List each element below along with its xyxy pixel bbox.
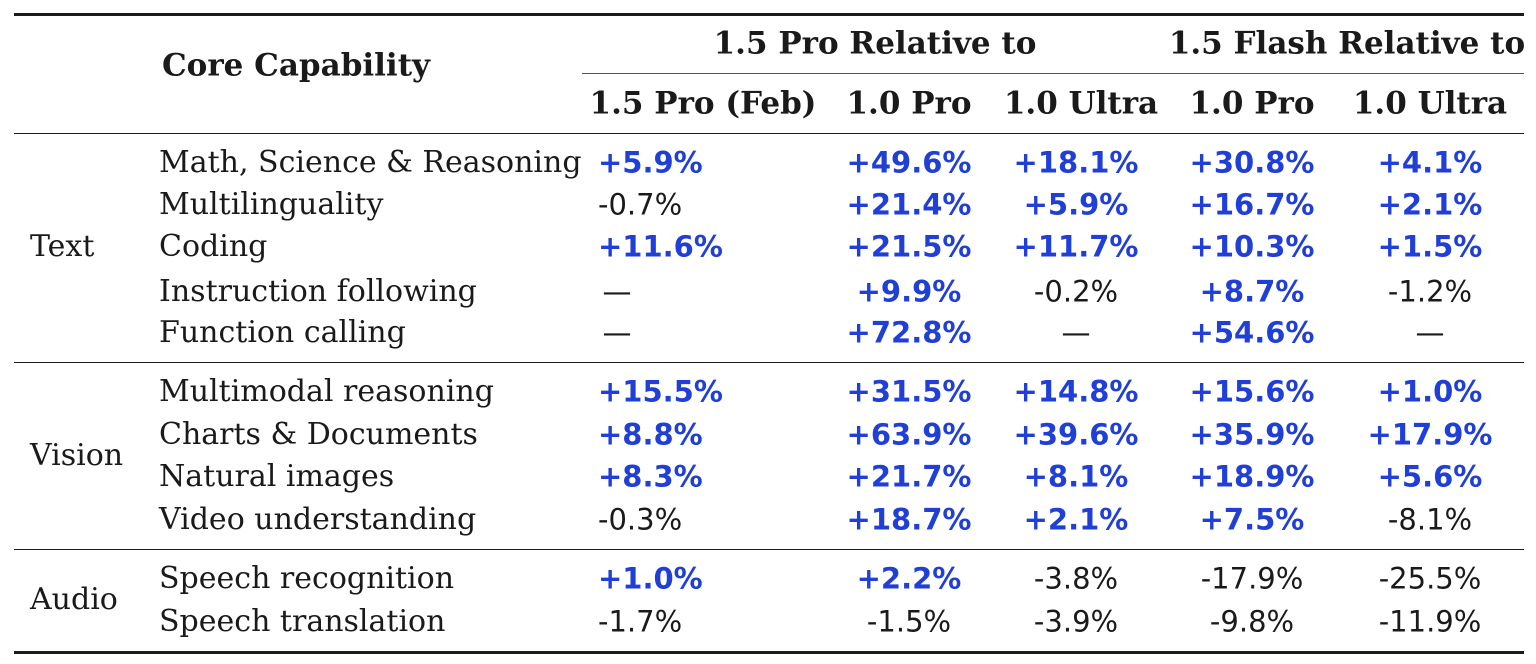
value-cell: -0.7% <box>598 187 683 222</box>
value-cell: -1.7% <box>598 604 683 639</box>
value-cell: +18.1% <box>1013 145 1139 180</box>
section-rule-text-vision <box>14 362 1524 364</box>
value-cell: +1.0% <box>1377 374 1483 409</box>
capability-label: Coding <box>159 229 268 264</box>
value-cell: +8.7% <box>1199 274 1305 309</box>
value-cell: -25.5% <box>1378 561 1482 596</box>
value-cell: +1.5% <box>1377 229 1483 264</box>
column-header: 1.0 Pro <box>1189 85 1315 122</box>
value-cell: +1.0% <box>598 561 703 596</box>
value-cell: +17.9% <box>1367 417 1493 452</box>
value-cell: +4.1% <box>1377 145 1483 180</box>
value-cell: +30.8% <box>1189 145 1315 180</box>
column-header: 1.0 Ultra <box>1003 85 1159 122</box>
capability-label: Instruction following <box>159 274 477 309</box>
capability-label: Speech recognition <box>159 561 455 596</box>
value-cell: +7.5% <box>1199 502 1305 537</box>
top-rule <box>14 13 1524 16</box>
value-cell: +2.1% <box>1023 502 1129 537</box>
value-cell: +5.9% <box>1023 187 1129 222</box>
value-cell: +8.1% <box>1023 459 1129 494</box>
value-cell: +18.7% <box>846 502 972 537</box>
capability-label: Multimodal reasoning <box>159 374 494 409</box>
section-rule-vision-audio <box>14 549 1524 551</box>
capability-label: Charts & Documents <box>159 417 478 452</box>
value-cell: +9.9% <box>856 274 962 309</box>
value-cell: +16.7% <box>1189 187 1315 222</box>
value-cell: +35.9% <box>1189 417 1315 452</box>
value-cell: -3.9% <box>1033 604 1119 639</box>
value-cell: +2.2% <box>856 561 962 596</box>
value-cell: +31.5% <box>846 374 972 409</box>
group-header-underline <box>582 73 1524 74</box>
header-core-capability: Core Capability <box>161 47 431 84</box>
value-cell: -1.2% <box>1387 274 1473 309</box>
value-cell: — <box>602 274 632 309</box>
value-cell: +14.8% <box>1013 374 1139 409</box>
column-header: 1.0 Pro <box>846 85 972 122</box>
header-bottom-rule <box>14 133 1524 135</box>
column-header: 1.0 Ultra <box>1352 85 1508 122</box>
value-cell: +8.3% <box>598 459 703 494</box>
value-cell: -9.8% <box>1209 604 1295 639</box>
value-cell: +39.6% <box>1013 417 1139 452</box>
value-cell: -8.1% <box>1387 502 1473 537</box>
bottom-rule <box>14 651 1524 654</box>
value-cell: +72.8% <box>846 315 972 350</box>
value-cell: — <box>602 315 632 350</box>
value-cell: +18.9% <box>1189 459 1315 494</box>
capability-label: Function calling <box>159 315 406 350</box>
value-cell: +11.6% <box>598 229 723 264</box>
value-cell: +21.5% <box>846 229 972 264</box>
value-cell: +8.8% <box>598 417 703 452</box>
value-cell: -0.3% <box>598 502 683 537</box>
value-cell: +63.9% <box>846 417 972 452</box>
value-cell: -3.8% <box>1033 561 1119 596</box>
capability-label: Speech translation <box>159 604 446 639</box>
capability-label: Video understanding <box>159 502 477 537</box>
value-cell: +11.7% <box>1013 229 1139 264</box>
capability-label: Multilinguality <box>159 187 384 222</box>
category-label: Audio <box>30 582 118 617</box>
capability-label: Natural images <box>159 459 395 494</box>
value-cell: — <box>1061 315 1091 350</box>
column-header: 1.5 Pro (Feb) <box>589 85 817 122</box>
value-cell: -1.5% <box>866 604 952 639</box>
header-group-pro: 1.5 Pro Relative to <box>713 25 1037 62</box>
header-group-flash: 1.5 Flash Relative to <box>1168 25 1526 62</box>
capability-label: Math, Science & Reasoning <box>159 145 582 180</box>
value-cell: — <box>1415 315 1445 350</box>
value-cell: +21.4% <box>846 187 972 222</box>
value-cell: +5.9% <box>598 145 703 180</box>
value-cell: +15.6% <box>1189 374 1315 409</box>
value-cell: -17.9% <box>1200 561 1304 596</box>
value-cell: +54.6% <box>1189 315 1315 350</box>
value-cell: +2.1% <box>1377 187 1483 222</box>
value-cell: +49.6% <box>846 145 972 180</box>
value-cell: -0.2% <box>1033 274 1119 309</box>
value-cell: -11.9% <box>1378 604 1482 639</box>
category-label: Vision <box>30 438 124 473</box>
value-cell: +10.3% <box>1189 229 1315 264</box>
value-cell: +5.6% <box>1377 459 1483 494</box>
value-cell: +21.7% <box>846 459 972 494</box>
category-label: Text <box>30 229 95 264</box>
value-cell: +15.5% <box>598 374 723 409</box>
